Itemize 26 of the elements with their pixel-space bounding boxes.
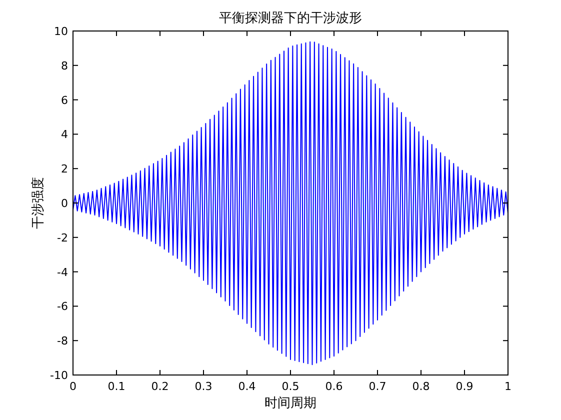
x-tick-label: 0.4 (238, 380, 256, 393)
x-tick-label: 1 (504, 380, 512, 393)
y-tick-label: -10 (50, 369, 68, 382)
y-tick-label: 8 (61, 59, 68, 72)
y-tick-label: 6 (61, 94, 68, 107)
y-tick-label: -6 (57, 300, 68, 314)
line-series (73, 41, 508, 366)
y-tick-label: -4 (57, 266, 68, 279)
y-tick-label: 0 (61, 197, 68, 210)
x-axis-title: 时间周期 (264, 396, 316, 411)
x-tick-label: 0.1 (108, 380, 126, 393)
y-tick-label: 10 (54, 25, 68, 38)
x-tick-label: 0.6 (325, 380, 343, 393)
y-tick-label: 2 (61, 162, 68, 176)
y-tick-label: -2 (57, 231, 68, 244)
x-tick-label: 0.9 (456, 380, 474, 393)
x-tick-label: 0 (70, 380, 76, 393)
x-tick-label: 0.7 (368, 380, 386, 393)
x-tick-label: 0.3 (194, 380, 212, 393)
x-tick-label: 0.5 (282, 380, 300, 393)
x-tick-label: 0.2 (151, 380, 169, 393)
y-tick-label: 4 (61, 128, 68, 142)
chart-title: 平衡探测器下的干涉波形 (219, 11, 362, 26)
y-axis-title: 干涉强度 (30, 177, 46, 229)
x-tick-label: 0.8 (412, 380, 430, 393)
y-tick-label: -8 (57, 334, 68, 348)
